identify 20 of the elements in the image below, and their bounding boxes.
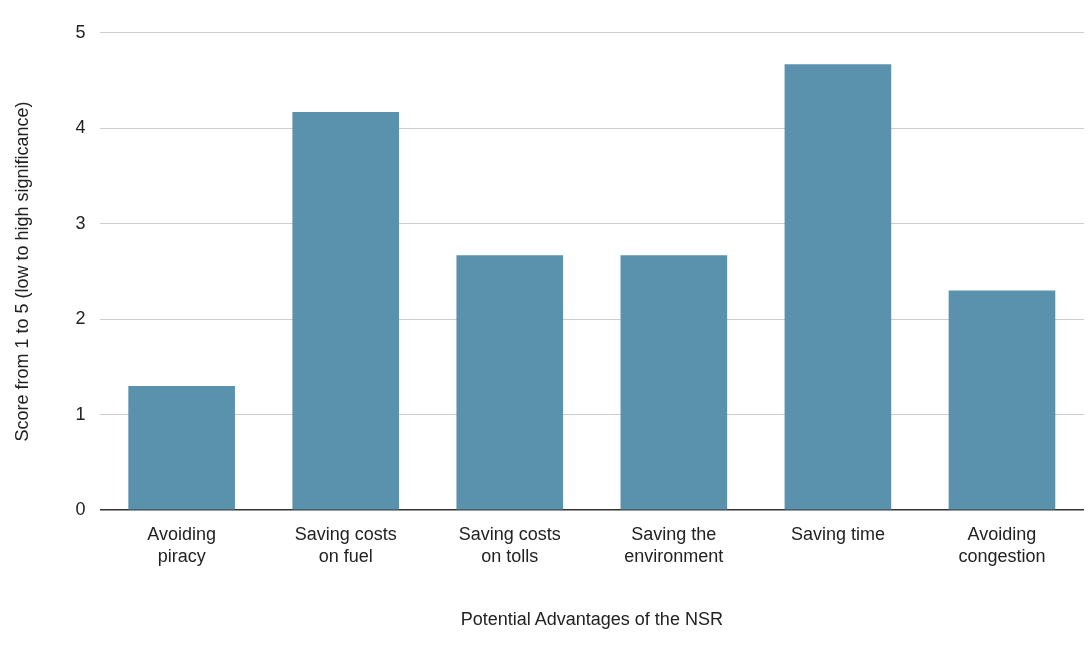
x-tick-label: Saving time bbox=[790, 523, 885, 544]
y-tick-label: 0 bbox=[75, 499, 86, 520]
x-tick-label: Saving costs on fuel bbox=[294, 523, 397, 566]
bar bbox=[620, 255, 728, 510]
bar bbox=[784, 64, 892, 510]
x-tick-label: Avoiding piracy bbox=[147, 523, 217, 566]
y-tick-label: 5 bbox=[75, 21, 86, 42]
y-tick-label: 2 bbox=[75, 308, 86, 329]
y-tick-label: 4 bbox=[75, 117, 86, 138]
x-tick-label: Saving costs on tolls bbox=[458, 523, 561, 566]
y-tick-label: 1 bbox=[75, 403, 86, 424]
x-tick-label: Avoiding congestion bbox=[958, 523, 1046, 566]
bar bbox=[456, 255, 564, 510]
x-tick-label: Saving the environment bbox=[624, 523, 724, 566]
y-axis-title: Score from 1 to 5 (low to high significance) bbox=[11, 101, 32, 442]
x-axis-title: Potential Advantages of the NSR bbox=[460, 609, 723, 630]
y-tick-label: 3 bbox=[75, 212, 86, 233]
bar bbox=[948, 290, 1056, 510]
bar bbox=[128, 386, 235, 510]
bar bbox=[292, 112, 400, 510]
